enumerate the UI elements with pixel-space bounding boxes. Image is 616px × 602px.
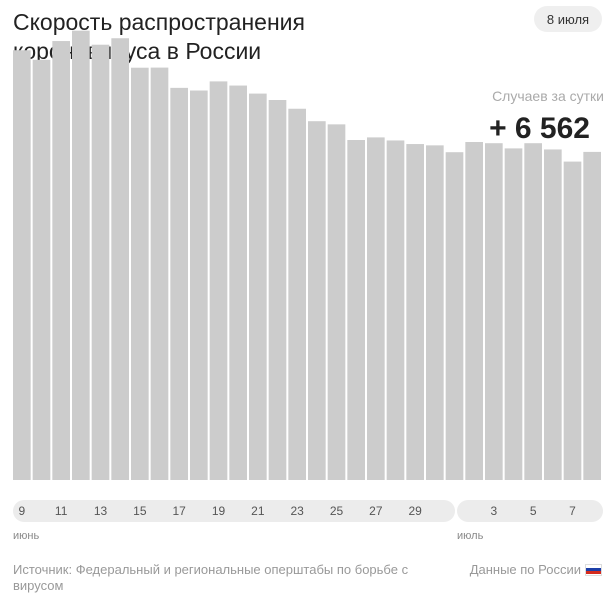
- bar-1: [13, 50, 31, 480]
- bar-4: [72, 30, 90, 481]
- bar-24: [465, 142, 483, 480]
- bar-6: [111, 38, 129, 480]
- bar-23: [445, 152, 464, 480]
- russia-data-link[interactable]: Данные по России: [470, 562, 602, 577]
- x-tick-label: 13: [94, 504, 108, 518]
- daily-cases-label: Случаев за сутки: [492, 88, 604, 104]
- bar-5: [91, 44, 110, 480]
- bar-2: [32, 59, 51, 481]
- daily-cases-value: + 6 562: [489, 112, 590, 145]
- bar-11: [209, 81, 228, 481]
- russia-data-label: Данные по России: [469, 562, 581, 577]
- bar-20: [386, 140, 405, 480]
- source-note: Источник: Федеральный и региональные опе…: [13, 562, 409, 593]
- bar-3: [52, 41, 70, 481]
- x-tick-label: 23: [290, 504, 304, 518]
- bar-30: [583, 151, 601, 480]
- x-tick-label: 27: [369, 504, 383, 518]
- x-tick-label: 5: [530, 504, 537, 518]
- x-tick-label: 29: [408, 504, 422, 518]
- x-tick-label: 7: [569, 504, 576, 518]
- bar-15: [288, 108, 306, 480]
- bar-10: [190, 90, 208, 480]
- bar-22: [426, 145, 444, 480]
- bar-7: [131, 67, 149, 480]
- bar-12: [229, 85, 247, 481]
- bar-26: [504, 148, 523, 480]
- bar-28: [544, 149, 562, 480]
- date-badge: 8 июля: [534, 6, 602, 32]
- bar-27: [524, 143, 542, 480]
- bar-14: [268, 100, 287, 480]
- x-tick-label: 17: [172, 504, 186, 518]
- bar-19: [367, 137, 385, 480]
- month-label-july: июль: [457, 530, 484, 542]
- bar-29: [563, 161, 582, 480]
- x-tick-label: 25: [330, 504, 344, 518]
- bar-9: [170, 87, 188, 480]
- june-axis-band: [13, 500, 455, 522]
- month-label-june: июнь: [13, 530, 40, 542]
- bar-17: [327, 124, 346, 480]
- bar-8: [150, 67, 169, 480]
- x-tick-label: 11: [55, 504, 68, 518]
- russia-flag-icon: [585, 563, 602, 576]
- x-tick-label: 15: [133, 504, 147, 518]
- bar-13: [249, 93, 267, 480]
- bar-25: [485, 143, 503, 480]
- bar-16: [308, 121, 326, 480]
- x-tick-label: 3: [490, 504, 497, 518]
- bar-18: [347, 140, 365, 480]
- x-tick-label: 21: [251, 504, 265, 518]
- bar-21: [406, 144, 424, 481]
- x-tick-label: 19: [212, 504, 226, 518]
- july-axis-band: [457, 500, 603, 522]
- x-tick-label: 9: [18, 504, 25, 518]
